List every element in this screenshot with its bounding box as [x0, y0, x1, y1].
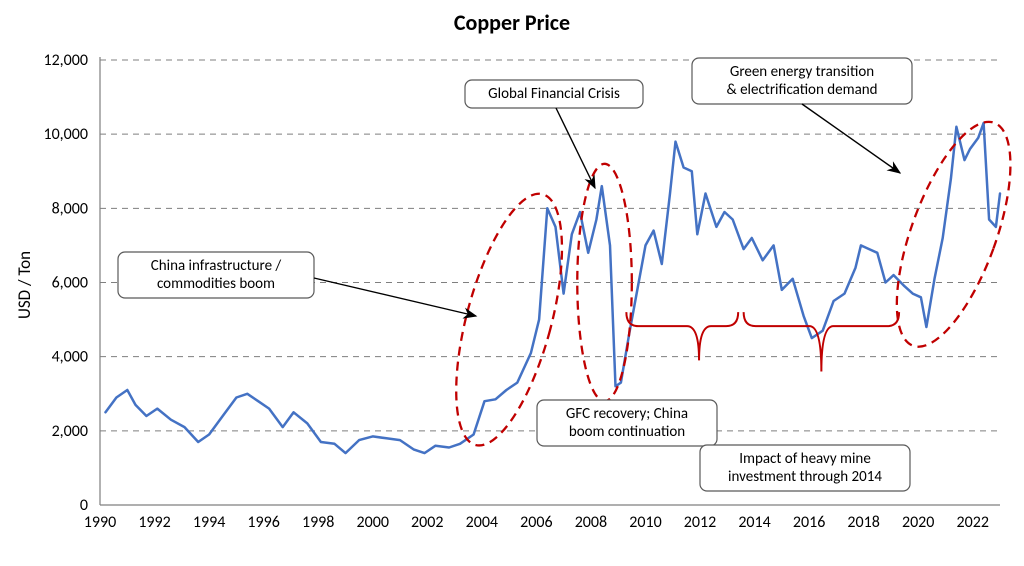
x-tick-label: 1992 [138, 513, 170, 532]
callout-text: commodities boom [157, 275, 275, 293]
x-tick-label: 2010 [629, 513, 661, 532]
x-tick-label: 1998 [302, 513, 334, 532]
callout-text: boom continuation [569, 423, 685, 441]
callout-text: GFC recovery; China [566, 405, 688, 423]
y-tick-label: 12,000 [43, 51, 88, 70]
x-tick-label: 2012 [684, 513, 716, 532]
x-tick-label: 1996 [247, 513, 279, 532]
y-tick-label: 8,000 [52, 199, 88, 218]
callout-recovery: GFC recovery; Chinaboom continuation [537, 400, 717, 446]
y-axis-ticks: 02,0004,0006,0008,00010,00012,000 [43, 51, 88, 515]
x-tick-label: 2000 [357, 513, 389, 532]
x-tick-label: 2004 [466, 513, 498, 532]
x-tick-label: 2022 [957, 513, 989, 532]
callout-text: investment through 2014 [728, 468, 882, 486]
gridlines [100, 60, 1000, 431]
callout-text: Global Financial Crisis [488, 85, 620, 103]
callout-arrow [314, 278, 476, 316]
x-tick-label: 2016 [793, 513, 825, 532]
callout-arrow [556, 108, 595, 188]
callout-text: Green energy transition [730, 63, 874, 81]
x-tick-label: 2006 [520, 513, 552, 532]
copper-price-chart: Copper Price 02,0004,0006,0008,00010,000… [0, 0, 1024, 566]
y-axis-label: USD / Ton [14, 251, 35, 319]
brace [744, 312, 899, 371]
x-tick-label: 2020 [902, 513, 934, 532]
callout-green: Green energy transition& electrification… [692, 58, 912, 173]
x-tick-label: 2002 [411, 513, 443, 532]
braces [626, 312, 899, 371]
callout-text: Impact of heavy mine [739, 450, 871, 468]
callout-text: & electrification demand [726, 81, 877, 99]
callout-text: China infrastructure / [151, 257, 282, 275]
y-tick-label: 6,000 [52, 274, 88, 293]
x-tick-label: 1990 [84, 513, 116, 532]
chart-title: Copper Price [454, 9, 570, 36]
x-tick-label: 1994 [193, 513, 225, 532]
callout-china: China infrastructure /commodities boom [118, 252, 476, 316]
chart-svg: Copper Price 02,0004,0006,0008,00010,000… [0, 0, 1024, 566]
x-tick-label: 2014 [738, 513, 770, 532]
brace [626, 312, 738, 360]
x-axis-ticks: 1990 1992 1994 1996 1998 2000 2002 2004 2006 2008… [84, 513, 989, 532]
y-tick-label: 4,000 [52, 348, 88, 367]
callout-arrow [802, 104, 900, 173]
callouts: China infrastructure /commodities boom Gl… [118, 58, 912, 491]
callout-mine: Impact of heavy mineinvestment through 2… [700, 445, 910, 491]
x-tick-label: 2018 [847, 513, 879, 532]
y-tick-label: 10,000 [43, 125, 88, 144]
x-tick-label: 2008 [575, 513, 607, 532]
y-tick-label: 2,000 [52, 422, 88, 441]
